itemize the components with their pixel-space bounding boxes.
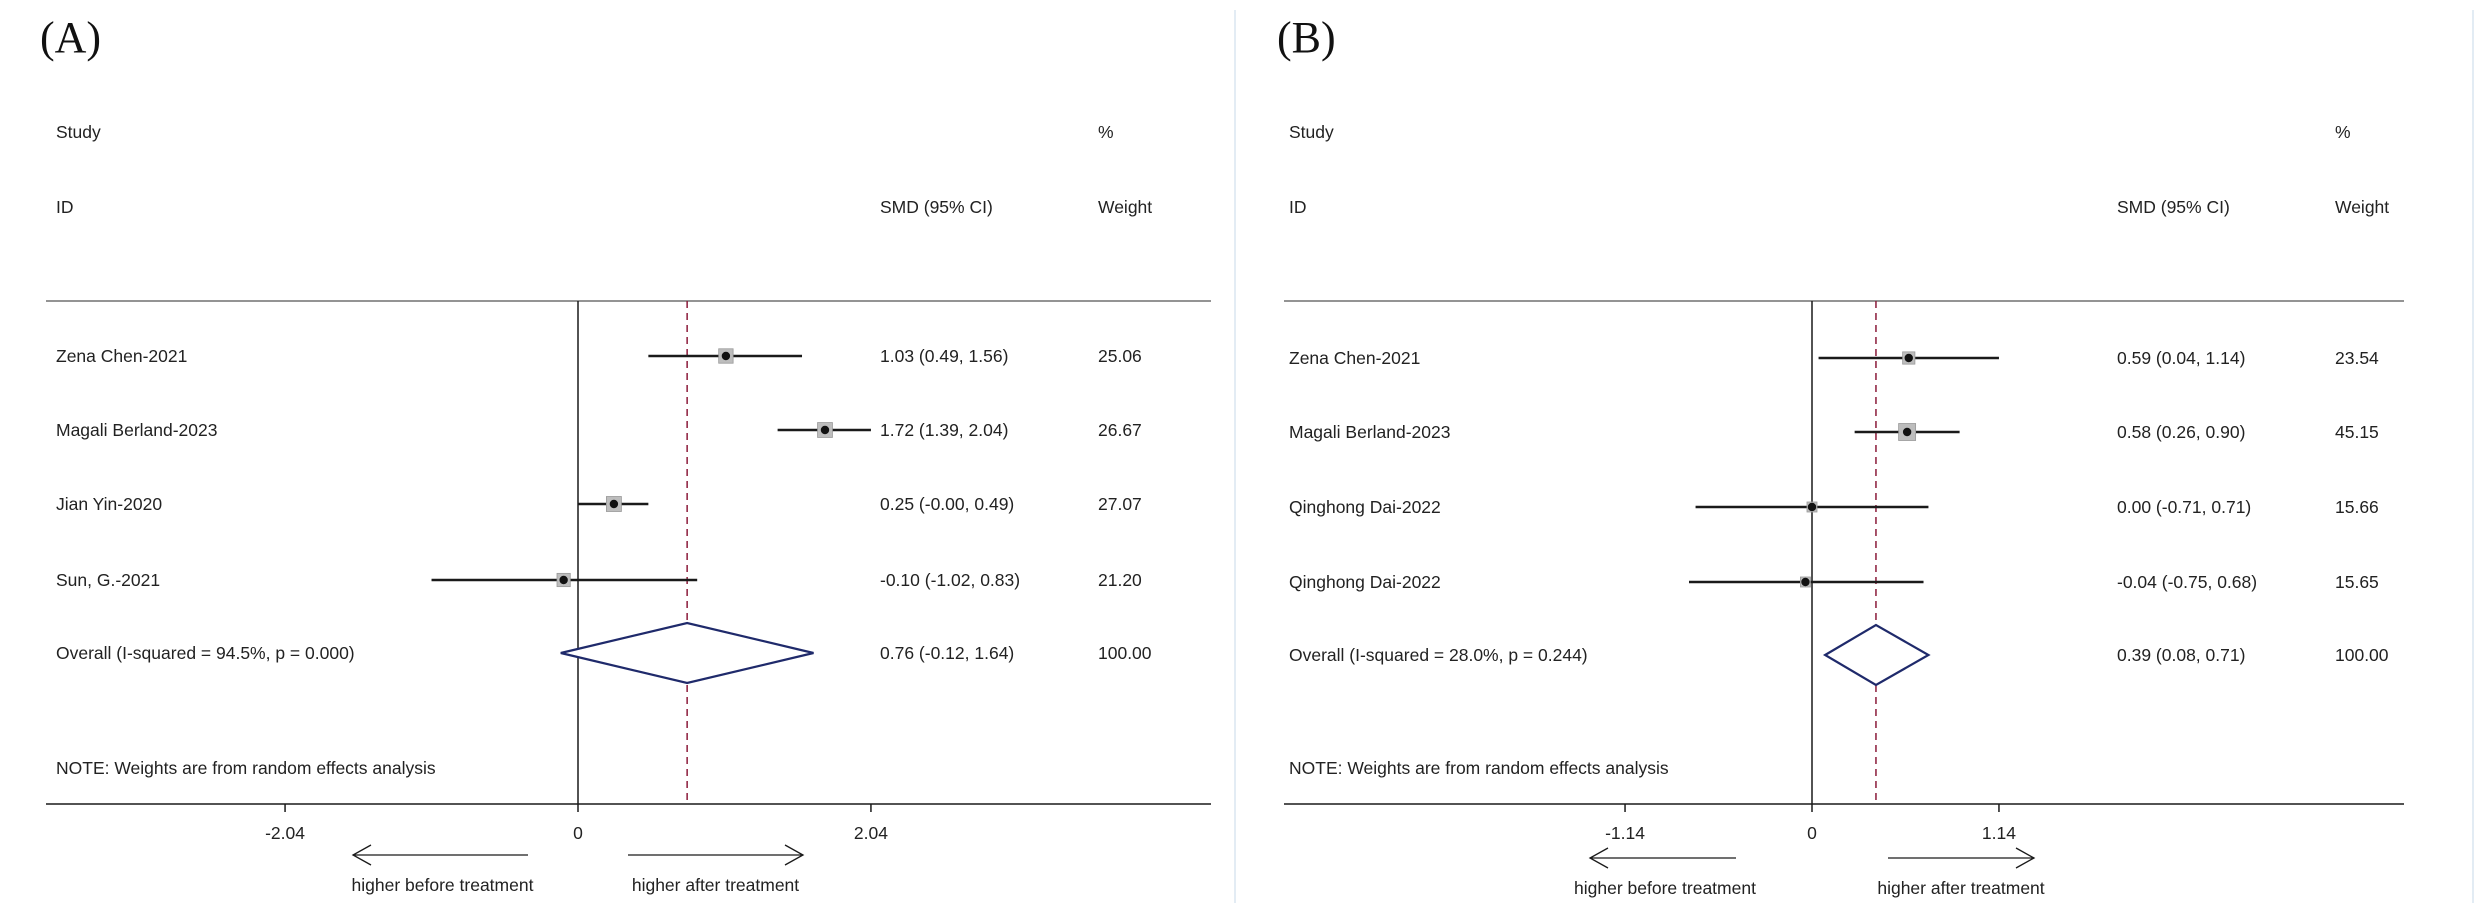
forest-plot-b-svg: (B) Study ID% SMD (95% CI) Weight Zena Chen-2… (1277, 13, 2404, 898)
overall-ci-text: 0.39 (0.08, 0.71) (2117, 645, 2245, 665)
right-arrow-label: higher after treatment (1877, 878, 2044, 898)
study-weight: 23.54 (2335, 348, 2379, 368)
overall-label: Overall (I-squared = 28.0%, p = 0.244) (1289, 645, 1588, 665)
study-ci-text: -0.10 (-1.02, 0.83) (880, 570, 1020, 590)
study-ci-text: 1.03 (0.49, 1.56) (880, 346, 1008, 366)
study-name: Magali Berland-2023 (56, 420, 218, 440)
x-axis-tick-label: -1.14 (1605, 823, 1645, 843)
study-name: Zena Chen-2021 (56, 346, 187, 366)
weights-note: NOTE: Weights are from random effects an… (56, 758, 436, 778)
study-point-estimate (559, 575, 568, 585)
study-weight: 21.20 (1098, 570, 1142, 590)
x-axis-tick-label: 2.04 (854, 823, 888, 843)
header-percent: % (1098, 122, 1114, 142)
study-weight: 15.66 (2335, 497, 2379, 517)
study-point-estimate (1904, 353, 1913, 363)
panel-divider (2472, 10, 2474, 903)
x-axis-tick-label: 0 (1807, 823, 1817, 843)
overall-label: Overall (I-squared = 94.5%, p = 0.000) (56, 643, 355, 663)
header-smd-ci: SMD (95% CI) (880, 197, 993, 217)
weights-note: NOTE: Weights are from random effects an… (1289, 758, 1669, 778)
study-weight: 27.07 (1098, 494, 1142, 514)
study-name: Sun, G.-2021 (56, 570, 160, 590)
study-name: Zena Chen-2021 (1289, 348, 1420, 368)
study-name: Qinghong Dai-2022 (1289, 497, 1441, 517)
header-study: Study (1289, 122, 1334, 142)
forest-plot-panel-a: (A) Study ID% SMD (95% CI) Weight Zena Chen-2… (6, 0, 1236, 907)
study-name: Qinghong Dai-2022 (1289, 572, 1441, 592)
x-axis-tick-label: 1.14 (1982, 823, 2016, 843)
study-name: Jian Yin-2020 (56, 494, 162, 514)
left-arrow-label: higher before treatment (352, 875, 534, 895)
left-arrow-head (351, 844, 372, 866)
study-weight: 26.67 (1098, 420, 1142, 440)
study-ci-text: 0.58 (0.26, 0.90) (2117, 422, 2245, 442)
overall-diamond (1822, 623, 1931, 687)
overall-weight: 100.00 (2335, 645, 2389, 665)
study-weight: 15.65 (2335, 572, 2379, 592)
x-axis-tick-label: -2.04 (265, 823, 305, 843)
study-point-estimate (609, 499, 619, 509)
header-id: ID (1289, 197, 1307, 217)
header-weight: Weight (1098, 197, 1152, 217)
study-weight: 25.06 (1098, 346, 1142, 366)
panel-label: (B) (1277, 13, 1336, 62)
header-id: ID (56, 197, 74, 217)
header-percent: % (2335, 122, 2351, 142)
header-smd-ci: SMD (95% CI) (2117, 197, 2230, 217)
study-point-estimate (721, 351, 731, 361)
forest-plot-panel-b: (B) Study ID% SMD (95% CI) Weight Zena Chen-2… (1244, 0, 2474, 907)
study-point-estimate (1801, 577, 1810, 587)
study-name: Magali Berland-2023 (1289, 422, 1451, 442)
right-arrow-head (2015, 847, 2036, 869)
study-ci-text: 0.00 (-0.71, 0.71) (2117, 497, 2251, 517)
header-study: Study (56, 122, 101, 142)
overall-ci-text: 0.76 (-0.12, 1.64) (880, 643, 1014, 663)
study-point-estimate (1807, 502, 1817, 512)
right-arrow-label: higher after treatment (632, 875, 799, 895)
x-axis-tick-label: 0 (573, 823, 583, 843)
panel-label: (A) (40, 13, 101, 62)
overall-diamond (560, 621, 814, 685)
left-arrow-head (1588, 847, 1609, 869)
study-point-estimate (1902, 427, 1912, 437)
header-weight: Weight (2335, 197, 2389, 217)
forest-plot-a-svg: (A) Study ID% SMD (95% CI) Weight Zena Chen-2… (40, 13, 1211, 895)
study-point-estimate (820, 425, 830, 435)
panel-divider (1234, 10, 1236, 903)
study-weight: 45.15 (2335, 422, 2379, 442)
study-ci-text: 0.59 (0.04, 1.14) (2117, 348, 2245, 368)
study-ci-text: -0.04 (-0.75, 0.68) (2117, 572, 2257, 592)
left-arrow-label: higher before treatment (1574, 878, 1756, 898)
overall-weight: 100.00 (1098, 643, 1152, 663)
study-ci-text: 1.72 (1.39, 2.04) (880, 420, 1008, 440)
right-arrow-head (784, 844, 805, 866)
study-ci-text: 0.25 (-0.00, 0.49) (880, 494, 1014, 514)
